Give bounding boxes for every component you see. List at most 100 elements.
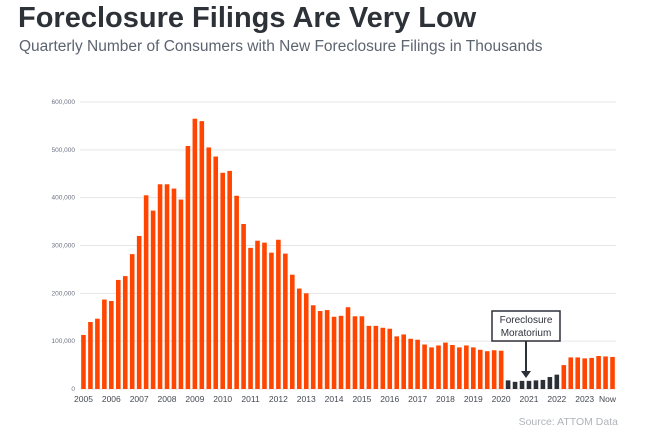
bar-2007Q1 — [136, 235, 142, 389]
y-tick-label: 200,000 — [52, 290, 76, 297]
bar-2015Q3 — [373, 325, 379, 389]
bar-2012Q2 — [283, 253, 288, 389]
y-tick-label: 600,000 — [52, 99, 76, 106]
annotation-line-1: Foreclosure — [500, 315, 553, 326]
bar-2022Q4 — [575, 357, 581, 389]
bar-2022Q3 — [568, 357, 574, 389]
bar-2023Q1 — [582, 358, 587, 389]
bar-2005Q3 — [95, 318, 100, 389]
bar-2011Q3 — [262, 242, 267, 389]
x-tick-label: 2012 — [269, 394, 288, 404]
bar-2011Q4 — [269, 252, 274, 389]
bar-2013Q3 — [317, 311, 323, 389]
bar-2008Q4 — [185, 146, 191, 389]
bar-2016Q3 — [401, 334, 406, 389]
bar-2014Q4 — [352, 316, 358, 389]
y-axis-ticks: 0 100,000 200,000 300,000 400,000 500,000 600,… — [52, 99, 76, 393]
chart-title: Foreclosure Filings Are Very Low — [18, 2, 477, 34]
bar-2018Q1 — [443, 342, 448, 389]
x-tick-label: 2016 — [380, 394, 399, 404]
bar-2008Q2 — [171, 188, 177, 389]
bar-2021Q2 — [533, 380, 539, 389]
x-tick-label: 2005 — [74, 394, 93, 404]
bar-2010Q4 — [241, 223, 246, 389]
bar-2005Q4 — [102, 299, 107, 389]
bar-2017Q4 — [436, 345, 441, 389]
chart-subtitle: Quarterly Number of Consumers with New F… — [19, 38, 543, 55]
x-tick-label: 2022 — [547, 394, 566, 404]
bar-2016Q4 — [408, 338, 413, 389]
bar-2016Q1 — [387, 328, 393, 389]
bar-2015Q4 — [380, 327, 386, 389]
x-tick-label: 2010 — [213, 394, 232, 404]
bar-2010Q3 — [234, 195, 239, 389]
bar-2020Q4 — [519, 380, 525, 389]
bar-2017Q1 — [415, 339, 420, 389]
bar-Now — [610, 356, 615, 389]
annotation-box — [491, 310, 561, 342]
bar-2013Q2 — [310, 305, 316, 389]
bar-2019Q1 — [471, 347, 476, 389]
x-tick-label: 2020 — [492, 394, 511, 404]
y-tick-label: 0 — [71, 386, 75, 393]
bar-2023Q4 — [603, 356, 608, 389]
x-tick-label: 2021 — [520, 394, 539, 404]
bar-2007Q2 — [143, 195, 149, 389]
bar-2023Q2 — [589, 357, 594, 389]
bar-2018Q3 — [457, 347, 462, 389]
y-tick-label: 400,000 — [52, 195, 76, 202]
x-axis-ticks: 2005 2006 2007 2008 2009 2010 2011 2012 2013 2014… — [74, 394, 617, 404]
bar-2011Q1 — [248, 247, 253, 389]
x-tick-label: 2009 — [185, 394, 204, 404]
bar-2010Q2 — [227, 170, 232, 389]
bar-2020Q2 — [505, 380, 511, 389]
y-tick-label: 100,000 — [52, 338, 76, 345]
bar-2017Q2 — [422, 344, 427, 389]
bar-2012Q1 — [276, 239, 281, 389]
bar-2019Q3 — [484, 351, 490, 389]
x-tick-label: 2008 — [158, 394, 177, 404]
bar-2007Q3 — [150, 210, 156, 389]
bar-2014Q2 — [338, 315, 344, 389]
bar-2012Q3 — [290, 274, 295, 389]
bar-2007Q4 — [157, 184, 163, 389]
bar-2008Q1 — [164, 184, 170, 389]
source-note: Source: ATTOM Data — [518, 416, 618, 428]
bar-2020Q3 — [512, 381, 518, 389]
moratorium-annotation: Foreclosure Moratorium — [491, 310, 561, 378]
x-tick-label: Now — [599, 394, 617, 404]
annotation-line-2: Moratorium — [501, 328, 552, 339]
x-tick-label: 2013 — [297, 394, 316, 404]
bar-2021Q1 — [526, 380, 532, 389]
x-tick-label: 2015 — [352, 394, 371, 404]
bar-2009Q3 — [206, 147, 212, 389]
bar-2009Q4 — [213, 156, 219, 389]
bar-2016Q2 — [394, 336, 400, 389]
bar-2014Q1 — [331, 316, 337, 389]
bar-2009Q1 — [192, 118, 198, 390]
bar-2008Q3 — [178, 199, 184, 389]
x-tick-label: 2017 — [408, 394, 427, 404]
x-tick-label: 2011 — [241, 394, 260, 404]
x-tick-label: 2014 — [325, 394, 344, 404]
bar-2006Q3 — [122, 276, 128, 389]
bar-2006Q4 — [129, 254, 135, 389]
bar-2015Q1 — [359, 316, 365, 389]
bar-2021Q4 — [547, 377, 553, 389]
x-tick-label: 2019 — [464, 394, 483, 404]
bar-2006Q2 — [115, 279, 121, 389]
bar-2023Q3 — [596, 356, 601, 389]
bar-2021Q3 — [540, 379, 546, 389]
bar-2019Q2 — [477, 349, 483, 389]
bar-2022Q1 — [554, 374, 560, 389]
y-tick-label: 300,000 — [52, 243, 76, 250]
bar-2013Q1 — [303, 293, 309, 389]
bar-2006Q1 — [109, 300, 114, 389]
bar-2022Q2 — [561, 365, 567, 389]
annotation-arrow-head — [521, 371, 531, 378]
y-tick-label: 500,000 — [52, 147, 76, 154]
bar-2018Q2 — [450, 344, 455, 389]
bar-2011Q2 — [255, 240, 260, 389]
bar-2014Q3 — [345, 307, 351, 389]
